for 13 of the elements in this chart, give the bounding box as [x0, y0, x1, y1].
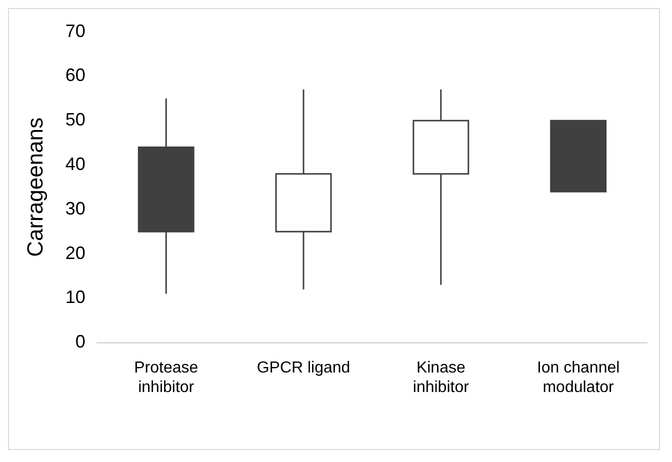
y-tick-label: 10	[65, 287, 86, 308]
y-tick-label: 0	[75, 332, 86, 352]
y-tick-label: 60	[65, 65, 86, 86]
y-tick-label: 70	[65, 20, 86, 41]
x-tick-label: Protease inhibitor	[134, 360, 198, 396]
x-tick-label: GPCR ligand	[256, 360, 350, 377]
y-tick-label: 50	[65, 110, 86, 130]
y-tick-label: 20	[65, 242, 86, 263]
x-tick-label: Kinase inhibitor	[412, 360, 470, 396]
y-axis-title: Carrageenans	[22, 117, 48, 257]
y-tick-label: 40	[65, 154, 86, 174]
y-tick-label: 30	[65, 198, 86, 218]
x-tick-label: Ion channel modulator	[536, 360, 620, 396]
